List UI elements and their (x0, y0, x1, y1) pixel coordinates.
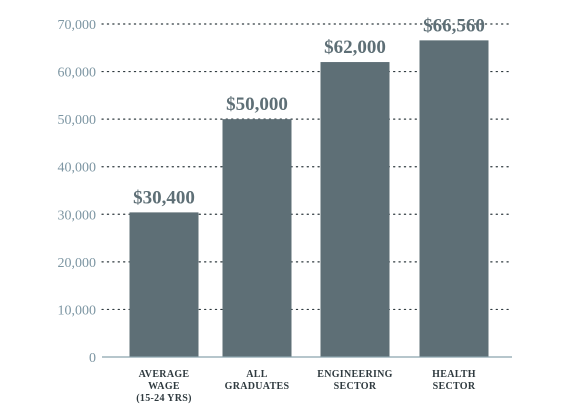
y-tick-label: 60,000 (58, 66, 97, 81)
category-label: ALL (246, 369, 267, 380)
category-label: ENGINEERING (317, 369, 393, 380)
category-label: WAGE (148, 381, 180, 392)
bar (129, 212, 199, 357)
y-tick-label: 30,000 (58, 208, 97, 223)
category-label: SECTOR (433, 381, 476, 392)
data-label: $30,400 (133, 187, 195, 208)
y-tick-label: 10,000 (58, 303, 97, 318)
category-label: HEALTH (432, 369, 476, 380)
y-tick-label: 50,000 (58, 113, 97, 128)
category-label: SECTOR (334, 381, 377, 392)
y-tick-labels: 0 10,000 20,000 30,000 40,000 50,000 60,000 70,… (58, 18, 97, 366)
data-label: $66,560 (423, 15, 485, 36)
data-label: $50,000 (226, 94, 288, 115)
y-tick-label: 40,000 (58, 161, 97, 176)
bar (320, 62, 390, 358)
y-tick-label: 70,000 (58, 18, 97, 33)
data-labels: $30,400 $50,000 $62,000 $66,560 (133, 15, 485, 208)
bar (222, 119, 292, 358)
y-tick-label: 0 (89, 351, 96, 366)
y-tick-label: 20,000 (58, 256, 97, 271)
category-label: GRADUATES (225, 381, 290, 392)
bar (419, 40, 489, 358)
category-label: (15-24 YRS) (136, 393, 191, 404)
category-label: AVERAGE (139, 369, 190, 380)
bars (129, 40, 489, 358)
data-label: $62,000 (324, 37, 386, 58)
